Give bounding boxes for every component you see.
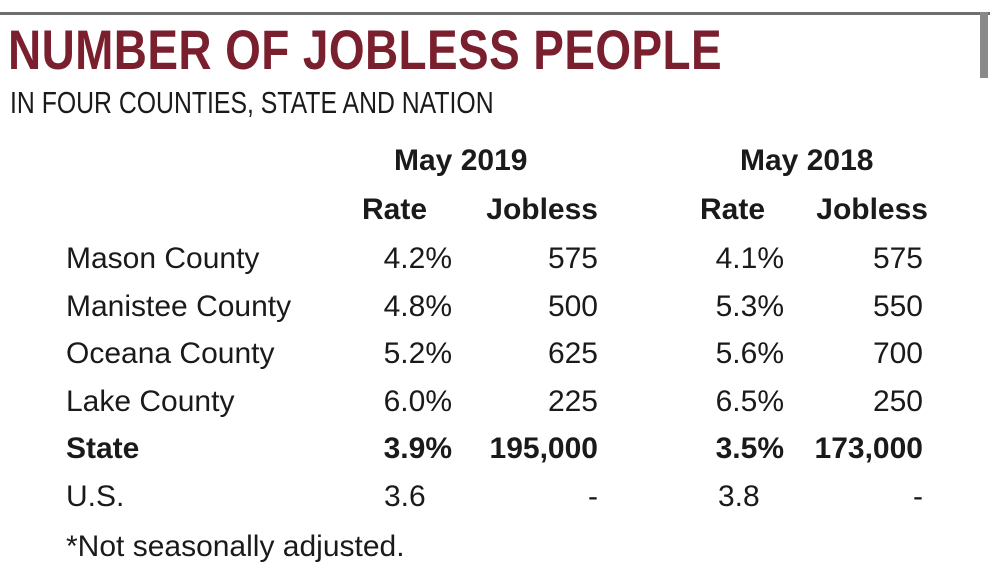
top-rule — [0, 12, 990, 15]
jobless-2019-cell: 500 — [547, 289, 598, 323]
rate-2019-cell: 5.2% — [383, 337, 452, 371]
jobless-2018-cell: 575 — [872, 242, 923, 275]
table-row-us: U.S. 3.6 - 3.8 - — [0, 477, 1000, 525]
rate-2018-cell: 5.3% — [715, 289, 784, 323]
table-title: NUMBER OF JOBLESS PEOPLE — [8, 18, 723, 81]
column-header-jobless-2019: Jobless — [486, 193, 598, 226]
row-label: Mason County — [66, 242, 260, 275]
jobless-2018-cell: - — [913, 479, 923, 513]
row-label: Manistee County — [66, 289, 292, 323]
rate-2019-cell: 6.0% — [383, 384, 452, 418]
rate-2018-cell: 3.8 — [718, 479, 760, 513]
rate-2019-cell: 4.2% — [383, 242, 452, 275]
jobless-2019-cell: 625 — [547, 337, 598, 371]
footnote: *Not seasonally adjusted. — [66, 530, 405, 563]
column-header-rate-2018: Rate — [700, 193, 766, 226]
table-subtitle: IN FOUR COUNTIES, STATE AND NATION — [10, 85, 494, 120]
rate-2019-cell: 4.8% — [383, 289, 452, 323]
rate-2018-cell: 3.5% — [715, 432, 784, 466]
period-header-2018: May 2018 — [740, 144, 874, 177]
table-row-lake-county: Lake County 6.0% 225 6.5% 250 — [0, 382, 1000, 430]
jobless-2019-cell: 195,000 — [489, 432, 598, 466]
table-row-mason-county: Mason County 4.2% 575 4.1% 575 — [0, 239, 1000, 287]
side-rule — [980, 12, 988, 78]
jobless-2018-cell: 700 — [872, 337, 923, 371]
rate-2019-cell: 3.6 — [384, 479, 426, 513]
table-row-oceana-county: Oceana County 5.2% 625 5.6% 700 — [0, 334, 1000, 382]
rate-2018-cell: 6.5% — [715, 384, 784, 418]
jobless-2018-cell: 550 — [872, 289, 923, 323]
row-label: Oceana County — [66, 337, 275, 371]
rate-2018-cell: 4.1% — [715, 242, 784, 275]
jobless-2019-cell: - — [588, 479, 598, 513]
jobless-2018-cell: 173,000 — [814, 432, 923, 466]
row-label: State — [66, 432, 140, 466]
jobless-2019-cell: 575 — [547, 242, 598, 275]
period-header-2019: May 2019 — [394, 144, 528, 177]
table-body: Mason County 4.2% 575 4.1% 575 Manistee … — [0, 239, 1000, 525]
row-label: Lake County — [66, 384, 235, 418]
table-row-state: State 3.9% 195,000 3.5% 173,000 — [0, 429, 1000, 477]
rate-2018-cell: 5.6% — [715, 337, 784, 371]
column-header-rate-2019: Rate — [362, 193, 428, 226]
table-row-manistee-county: Manistee County 4.8% 500 5.3% 550 — [0, 287, 1000, 335]
row-label: U.S. — [66, 479, 125, 513]
rate-2019-cell: 3.9% — [383, 432, 452, 466]
jobless-2019-cell: 225 — [547, 384, 598, 418]
jobless-2018-cell: 250 — [872, 384, 923, 418]
column-header-jobless-2018: Jobless — [816, 193, 928, 226]
